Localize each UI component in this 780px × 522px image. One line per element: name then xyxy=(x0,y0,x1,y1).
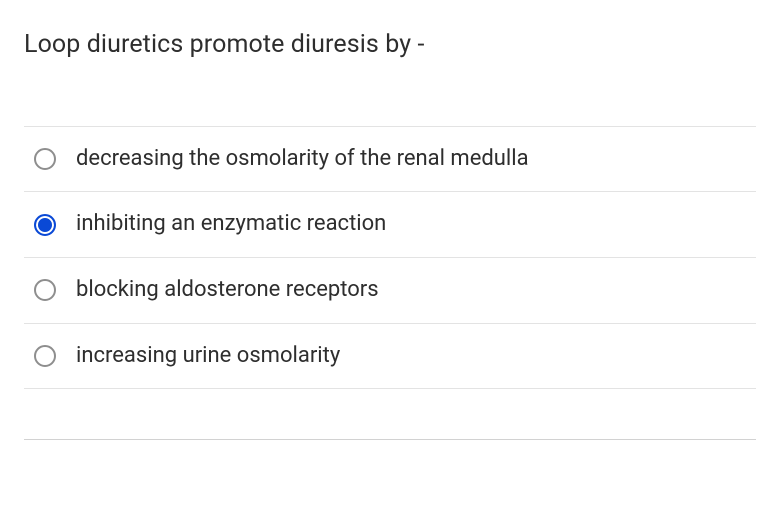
option-row[interactable]: inhibiting an enzymatic reaction xyxy=(24,192,756,258)
option-row[interactable]: increasing urine osmolarity xyxy=(24,324,756,390)
bottom-divider xyxy=(24,439,756,440)
radio-icon[interactable] xyxy=(34,345,56,367)
radio-icon[interactable] xyxy=(34,148,56,170)
options-list: decreasing the osmolarity of the renal m… xyxy=(24,126,756,389)
option-label: increasing urine osmolarity xyxy=(76,342,340,371)
quiz-container: Loop diuretics promote diuresis by - dec… xyxy=(0,0,780,440)
option-label: inhibiting an enzymatic reaction xyxy=(76,210,386,239)
radio-icon[interactable] xyxy=(34,214,56,236)
question-text: Loop diuretics promote diuresis by - xyxy=(24,28,756,62)
option-label: decreasing the osmolarity of the renal m… xyxy=(76,145,529,174)
option-row[interactable]: decreasing the osmolarity of the renal m… xyxy=(24,127,756,193)
radio-icon[interactable] xyxy=(34,279,56,301)
option-row[interactable]: blocking aldosterone receptors xyxy=(24,258,756,324)
option-label: blocking aldosterone receptors xyxy=(76,276,379,305)
